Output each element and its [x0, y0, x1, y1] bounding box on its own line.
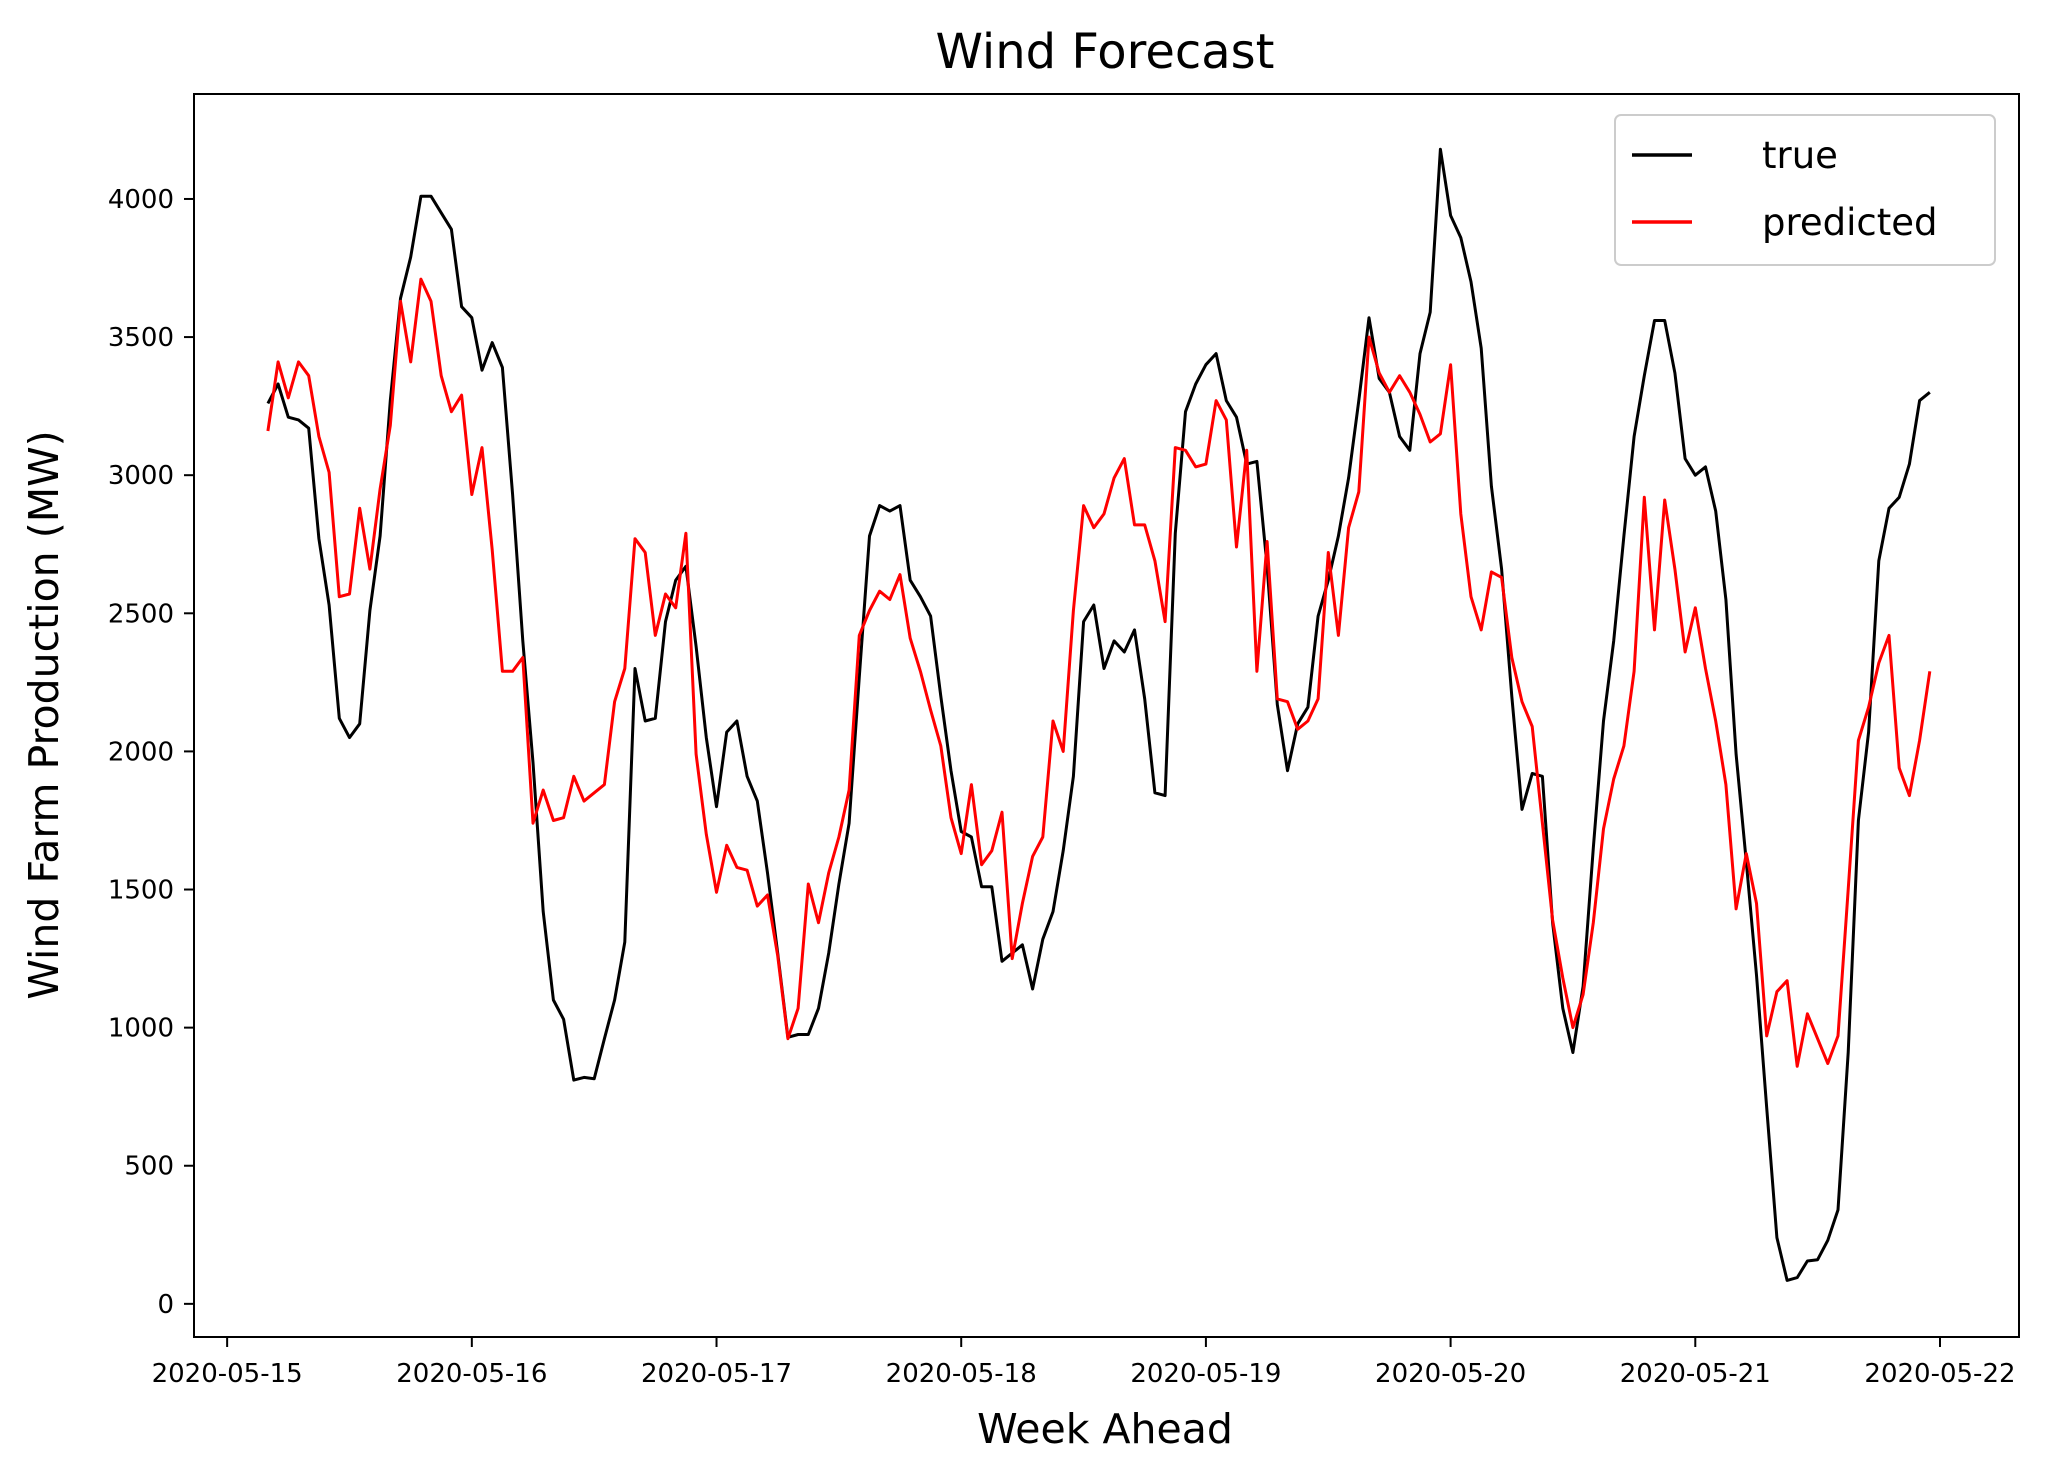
- chart-title: Wind Forecast: [936, 24, 1275, 80]
- legend: true predicted: [1614, 114, 1996, 266]
- x-tick-label: 2020-05-21: [1620, 1359, 1771, 1389]
- legend-frame: [1614, 114, 1996, 266]
- series-layer: [266, 147, 1932, 1282]
- y-tick-label: 0: [157, 1290, 174, 1320]
- series-line-true: [266, 147, 1931, 1282]
- x-tick-label: 2020-05-18: [886, 1359, 1037, 1389]
- x-tick-label: 2020-05-22: [1864, 1359, 2015, 1389]
- y-tick-label: 3000: [108, 461, 174, 491]
- x-axis-label: Week Ahead: [977, 1405, 1233, 1453]
- x-axis: 2020-05-15 2020-05-16 2020-05-17 2020-05-18…: [152, 1337, 2016, 1389]
- x-tick-label: 2020-05-15: [152, 1359, 303, 1389]
- y-tick-label: 4000: [108, 185, 174, 215]
- y-tick-label: 1500: [108, 876, 174, 906]
- x-tick-label: 2020-05-20: [1375, 1359, 1526, 1389]
- y-axis-label: Wind Farm Production (MW): [20, 430, 68, 999]
- y-tick-label: 3500: [108, 323, 174, 353]
- series-line-predicted: [266, 277, 1932, 1068]
- y-tick-label: 2000: [108, 737, 174, 767]
- x-tick-label: 2020-05-17: [641, 1359, 792, 1389]
- y-tick-label: 1000: [108, 1014, 174, 1044]
- plot-frame: [193, 93, 2020, 1338]
- plot-area: [193, 93, 2020, 1338]
- x-tick-label: 2020-05-16: [396, 1359, 547, 1389]
- y-tick-label: 2500: [108, 599, 174, 629]
- y-axis: 0 500 1000 1500 2000 2500 3000 3500 4000: [108, 185, 194, 1320]
- x-tick-label: 2020-05-19: [1130, 1359, 1281, 1389]
- legend-label-predicted: predicted: [1762, 201, 1938, 244]
- y-tick-label: 500: [124, 1152, 174, 1182]
- legend-label-true: true: [1762, 134, 1838, 177]
